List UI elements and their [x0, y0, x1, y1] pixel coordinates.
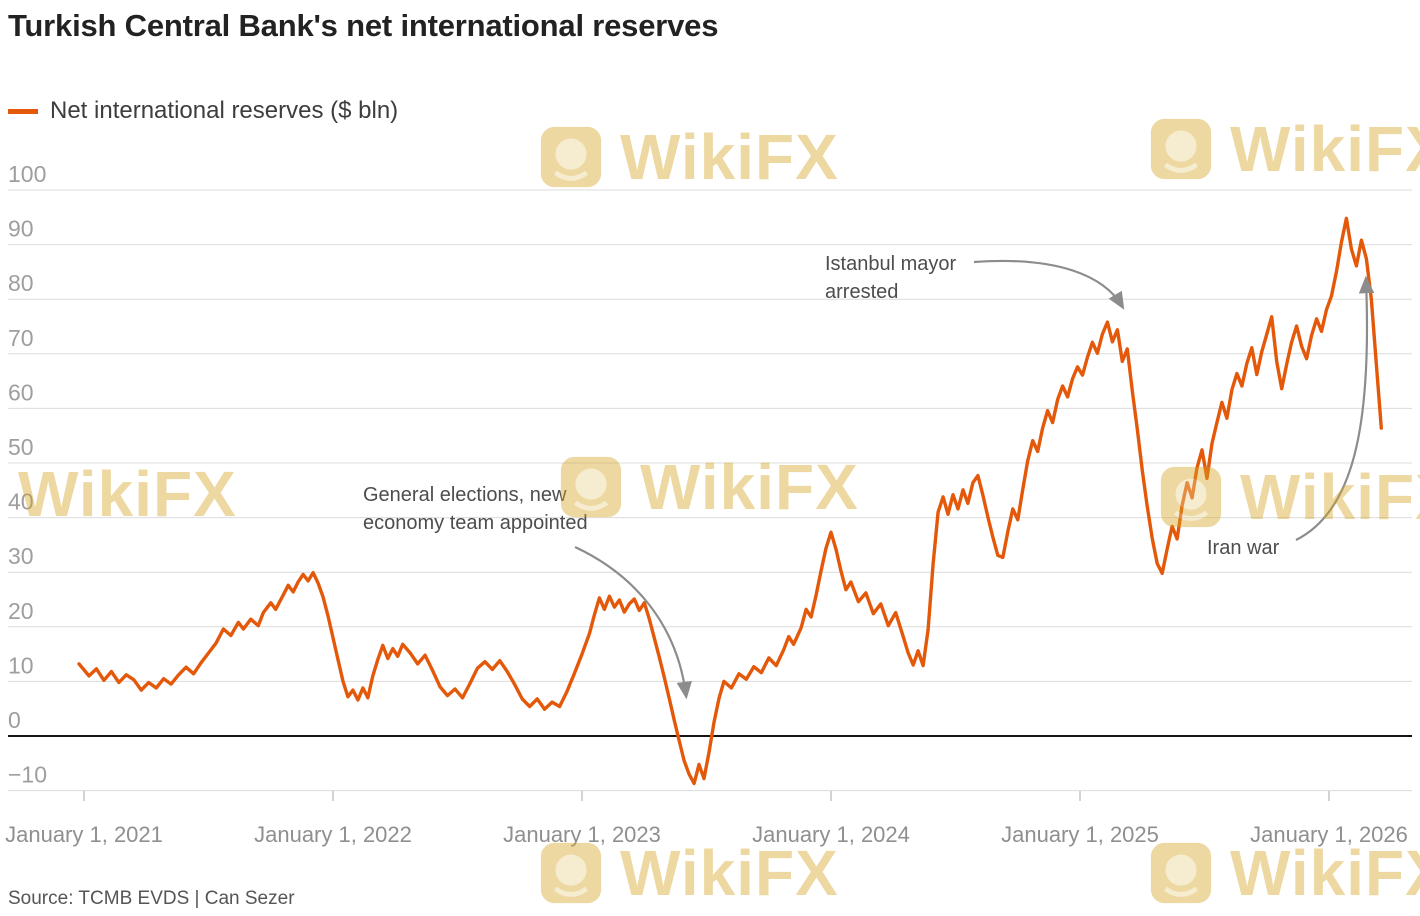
- annotation-istanbul-line2: arrested: [825, 281, 899, 304]
- svg-text:0: 0: [8, 707, 21, 733]
- svg-text:January 1, 2025: January 1, 2025: [1001, 822, 1159, 847]
- source-line: Source: TCMB EVDS | Can Sezer: [8, 888, 295, 909]
- annotation-istanbul: Istanbul mayor arrested: [825, 250, 956, 307]
- annotation-arrow-iran: [1295, 275, 1375, 541]
- svg-text:20: 20: [8, 598, 34, 624]
- svg-text:January 1, 2026: January 1, 2026: [1250, 822, 1408, 847]
- gridlines: [8, 189, 1412, 792]
- annotation-elections-line2: economy team appointed: [363, 512, 588, 535]
- svg-text:−10: −10: [8, 762, 47, 788]
- legend-line-swatch: [8, 108, 38, 114]
- page-title: Turkish Central Bank's net international…: [8, 8, 719, 43]
- annotation-iran: Iran war: [1207, 534, 1279, 562]
- reserves-line-series: [77, 216, 1384, 786]
- svg-text:January 1, 2024: January 1, 2024: [752, 822, 910, 847]
- annotation-elections: General elections, new economy team appo…: [363, 481, 588, 538]
- legend-label: Net international reserves ($ bln): [50, 97, 399, 124]
- svg-text:30: 30: [8, 543, 34, 569]
- svg-text:January 1, 2023: January 1, 2023: [503, 822, 661, 847]
- svg-text:70: 70: [8, 325, 34, 351]
- svg-text:60: 60: [8, 379, 34, 405]
- annotation-istanbul-line1: Istanbul mayor: [825, 253, 957, 275]
- svg-text:January 1, 2022: January 1, 2022: [254, 822, 412, 847]
- annotation-elections-line1: General elections, new: [363, 484, 567, 506]
- svg-text:100: 100: [8, 161, 46, 187]
- series-layer: [77, 216, 1384, 786]
- svg-text:50: 50: [8, 434, 34, 460]
- annotation-arrow-elections: [574, 546, 692, 700]
- svg-text:80: 80: [8, 270, 34, 296]
- svg-text:10: 10: [8, 652, 34, 678]
- legend: Net international reserves ($ bln): [8, 97, 398, 125]
- svg-text:40: 40: [8, 489, 34, 515]
- annotation-arrow-istanbul: [973, 259, 1125, 310]
- annotation-iran-label: Iran war: [1207, 537, 1280, 559]
- svg-text:January 1, 2021: January 1, 2021: [5, 822, 163, 847]
- svg-text:90: 90: [8, 216, 34, 242]
